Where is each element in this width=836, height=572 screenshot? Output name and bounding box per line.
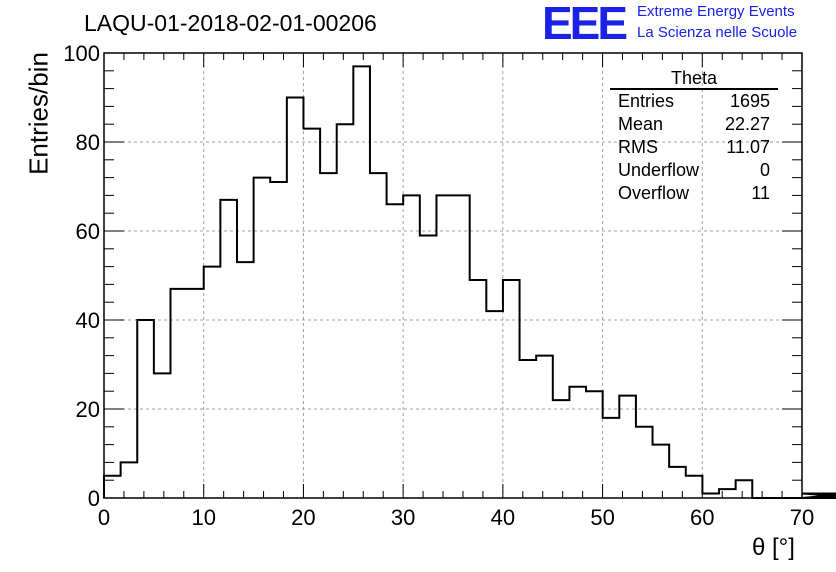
histogram-bin xyxy=(403,195,420,498)
histogram-bin xyxy=(736,480,753,498)
stats-value: 0 xyxy=(759,160,770,180)
histogram-bin xyxy=(453,195,470,498)
logo-line-1: Extreme Energy Events xyxy=(637,3,795,20)
x-tick-label: 70 xyxy=(790,505,814,530)
y-tick-label: 40 xyxy=(76,308,100,333)
x-tick-label: 30 xyxy=(391,505,415,530)
histogram-bin xyxy=(337,124,354,498)
histogram-bin xyxy=(586,391,603,498)
histogram-bin xyxy=(470,280,487,498)
histogram-bin xyxy=(154,373,171,498)
histogram-bin xyxy=(520,360,537,498)
y-tick-label: 0 xyxy=(88,486,100,511)
y-axis-label: Entries/bin xyxy=(23,52,54,175)
stats-label: Overflow xyxy=(618,183,690,203)
stats-label: Mean xyxy=(618,114,664,134)
stats-row-mean: Mean 22.27 xyxy=(610,113,778,136)
histogram-bin xyxy=(503,280,520,498)
stats-title: Theta xyxy=(610,68,778,90)
histogram-bin xyxy=(603,418,620,498)
y-tick-label: 20 xyxy=(76,397,100,422)
stats-label: RMS xyxy=(618,137,658,157)
plot-frame xyxy=(103,52,803,499)
histogram-bin xyxy=(486,311,503,498)
histogram-bin xyxy=(254,178,271,498)
stats-row-overflow: Overflow 11 xyxy=(610,182,778,205)
stats-box: Theta Entries 1695 Mean 22.27 RMS 11.07 Und… xyxy=(610,68,778,205)
histogram-bin xyxy=(636,427,653,498)
histogram-bin xyxy=(287,98,304,499)
chart-title: LAQU-01-2018-02-01-00206 xyxy=(84,10,377,36)
stats-label: Entries xyxy=(618,91,675,111)
stats-label: Underflow xyxy=(618,160,700,180)
histogram-bin xyxy=(420,235,437,498)
x-tick-label: 50 xyxy=(590,505,614,530)
x-tick-label: 40 xyxy=(491,505,515,530)
histogram-step-line xyxy=(103,65,836,499)
histogram-bin xyxy=(104,476,121,498)
y-tick-label: 60 xyxy=(76,219,100,244)
stats-value: 22.27 xyxy=(724,114,770,134)
histogram-bin xyxy=(303,129,320,498)
histogram-bin xyxy=(237,262,254,498)
x-tick-label: 10 xyxy=(191,505,215,530)
histogram-bin xyxy=(137,320,154,498)
histogram-bin xyxy=(370,173,387,498)
histogram-bin xyxy=(719,489,736,498)
histogram-bin xyxy=(436,195,453,498)
histogram-bin xyxy=(353,66,370,498)
histogram-bin xyxy=(220,200,237,498)
stats-row-rms: RMS 11.07 xyxy=(610,136,778,159)
histogram-bin xyxy=(569,387,586,498)
histogram-bin xyxy=(669,467,686,498)
histogram-bin xyxy=(536,356,553,498)
histogram-bin xyxy=(320,173,337,498)
histogram-bin xyxy=(653,445,670,498)
stats-value: 1695 xyxy=(729,91,770,111)
histogram-bin xyxy=(619,396,636,498)
stats-row-underflow: Underflow 0 xyxy=(610,159,778,182)
y-tick-label: 80 xyxy=(76,130,100,155)
x-tick-label: 20 xyxy=(291,505,315,530)
y-tick-label: 100 xyxy=(63,41,100,66)
stats-row-entries: Entries 1695 xyxy=(610,90,778,113)
stats-value: 11 xyxy=(751,183,770,203)
histogram-bin xyxy=(553,400,570,498)
histogram-bin xyxy=(686,476,703,498)
stats-value: 11.07 xyxy=(726,137,770,157)
histogram-bin xyxy=(387,204,404,498)
x-tick-label: 60 xyxy=(690,505,714,530)
eee-logo: EEE xyxy=(542,0,628,49)
histogram-bin xyxy=(121,462,138,498)
histogram-bin xyxy=(270,182,287,498)
histogram-bin xyxy=(204,267,221,498)
logo-line-2: La Scienza nelle Scuole xyxy=(637,24,798,41)
x-axis-label: θ [°] xyxy=(752,534,795,561)
x-tick-label: 0 xyxy=(98,505,110,530)
